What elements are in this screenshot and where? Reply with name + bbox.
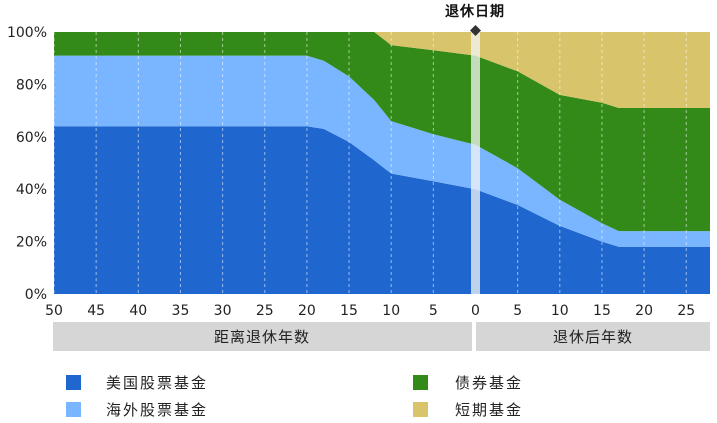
y-axis-labels: 0% 20% 40% 60% 80% 100% [7, 25, 47, 303]
retirement-date-label: 退休日期 [445, 3, 505, 20]
x-group-bar-before [53, 322, 472, 351]
area-series-group [54, 32, 710, 294]
x-tick-label-before-5: 5 [429, 303, 438, 319]
legend-swatch-intl-equity [66, 402, 81, 417]
y-tick-label-40: 40% [16, 182, 47, 198]
x-tick-label-before-40: 40 [129, 303, 147, 319]
x-axis-labels: 50 45 40 35 30 25 20 15 10 5 0 5 10 15 20 25 [45, 303, 695, 319]
y-tick-label-0: 0% [25, 287, 47, 303]
x-tick-label-before-10: 10 [382, 303, 400, 319]
vertical-gridlines [53, 32, 687, 294]
retirement-marker-band [471, 32, 480, 294]
x-tick-label-after-25: 25 [677, 303, 695, 319]
x-tick-label-before-30: 30 [214, 303, 232, 319]
x-tick-label-before-20: 20 [298, 303, 316, 319]
x-tick-label-after-20: 20 [635, 303, 653, 319]
retirement-marker-diamond [470, 25, 481, 36]
area-series-intl-equity [54, 55, 710, 247]
x-tick-label-after-15: 15 [593, 303, 611, 319]
x-tick-label-after-5: 5 [513, 303, 522, 319]
x-tick-label-after-10: 10 [551, 303, 569, 319]
legend-swatch-bond [413, 375, 428, 390]
x-tick-label-before-15: 15 [340, 303, 358, 319]
area-series-bond [54, 32, 710, 232]
y-tick-label-60: 60% [16, 130, 47, 146]
area-series-short-term [54, 32, 710, 108]
x-tick-label-before-50: 50 [45, 303, 63, 319]
x-tick-label-before-25: 25 [256, 303, 274, 319]
legend-swatch-us-equity [66, 375, 81, 390]
y-tick-label-100: 100% [7, 25, 47, 41]
y-tick-label-80: 80% [16, 77, 47, 93]
legend: 美国股票基金 海外股票基金 债券基金 短期基金 [66, 374, 523, 419]
x-tick-label-before-0: 0 [471, 303, 480, 319]
legend-label-bond: 债券基金 [455, 374, 523, 392]
y-tick-label-20: 20% [16, 235, 47, 251]
area-series-us-equity [54, 126, 710, 294]
x-group-label-after: 退休后年数 [553, 328, 633, 346]
x-tick-label-before-45: 45 [87, 303, 105, 319]
x-tick-label-before-35: 35 [172, 303, 190, 319]
legend-swatch-short-term [413, 402, 428, 417]
x-group-bar-after [476, 322, 710, 351]
x-group-label-before: 距离退休年数 [214, 328, 310, 346]
legend-label-intl-equity: 海外股票基金 [106, 401, 208, 419]
legend-label-short-term: 短期基金 [455, 401, 523, 419]
legend-label-us-equity: 美国股票基金 [106, 374, 208, 392]
